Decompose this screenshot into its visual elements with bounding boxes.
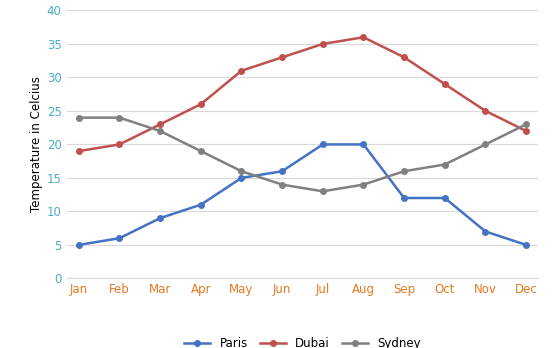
Sydney bbox=[441, 163, 448, 167]
Paris bbox=[279, 169, 285, 173]
Dubai bbox=[198, 102, 204, 106]
Sydney bbox=[401, 169, 407, 173]
Dubai bbox=[157, 122, 164, 126]
Sydney bbox=[279, 182, 285, 187]
Paris bbox=[157, 216, 164, 220]
Dubai bbox=[75, 149, 82, 153]
Dubai bbox=[401, 55, 407, 60]
Sydney bbox=[360, 182, 367, 187]
Paris bbox=[441, 196, 448, 200]
Dubai bbox=[116, 142, 123, 147]
Paris bbox=[198, 203, 204, 207]
Sydney bbox=[75, 116, 82, 120]
Sydney bbox=[523, 122, 529, 126]
Sydney bbox=[157, 129, 164, 133]
Paris bbox=[360, 142, 367, 147]
Dubai bbox=[320, 42, 326, 46]
Sydney bbox=[320, 189, 326, 193]
Dubai bbox=[279, 55, 285, 60]
Y-axis label: Temperature in Celcius: Temperature in Celcius bbox=[30, 77, 43, 212]
Dubai bbox=[238, 69, 245, 73]
Dubai bbox=[360, 35, 367, 39]
Line: Paris: Paris bbox=[76, 142, 529, 248]
Paris bbox=[238, 176, 245, 180]
Legend: Paris, Dubai, Sydney: Paris, Dubai, Sydney bbox=[179, 333, 426, 348]
Paris bbox=[75, 243, 82, 247]
Line: Dubai: Dubai bbox=[76, 34, 529, 154]
Dubai bbox=[441, 82, 448, 86]
Paris bbox=[482, 229, 489, 234]
Sydney bbox=[238, 169, 245, 173]
Dubai bbox=[482, 109, 489, 113]
Line: Sydney: Sydney bbox=[76, 115, 529, 194]
Sydney bbox=[198, 149, 204, 153]
Sydney bbox=[482, 142, 489, 147]
Paris bbox=[116, 236, 123, 240]
Paris bbox=[320, 142, 326, 147]
Paris bbox=[401, 196, 407, 200]
Dubai bbox=[523, 129, 529, 133]
Paris bbox=[523, 243, 529, 247]
Sydney bbox=[116, 116, 123, 120]
